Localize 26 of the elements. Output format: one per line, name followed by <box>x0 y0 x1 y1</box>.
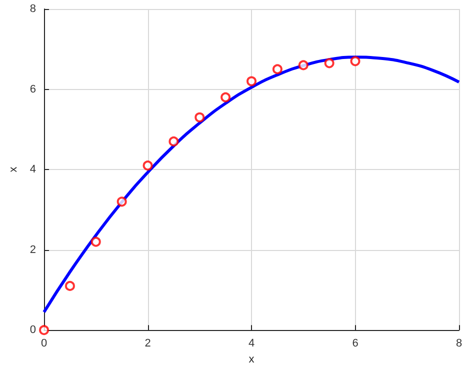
point <box>64 280 75 291</box>
point <box>194 112 205 122</box>
point <box>90 236 101 247</box>
point <box>168 136 179 146</box>
y-tick-label: 6 <box>30 83 36 96</box>
point <box>116 196 127 207</box>
y-axis-title: x <box>8 166 20 172</box>
y-tick-label: 4 <box>30 164 36 176</box>
x-tick-label: 8 <box>456 338 462 350</box>
y-tick-label: 0 <box>30 324 36 336</box>
point <box>246 76 257 86</box>
point <box>324 58 334 68</box>
point <box>272 64 282 74</box>
x-tick-label: 2 <box>144 338 151 350</box>
point <box>39 325 50 336</box>
x-tick-label: 6 <box>352 338 358 350</box>
point <box>142 160 153 171</box>
point <box>350 56 360 66</box>
x-tick-label: 4 <box>248 338 255 350</box>
x-axis-title: x <box>248 354 255 366</box>
y-tick-label: 2 <box>30 244 36 256</box>
point <box>220 92 231 102</box>
point <box>298 60 308 70</box>
line-series <box>42 56 460 314</box>
y-tick-label: 8 <box>30 3 36 15</box>
x-tick-label: 0 <box>40 338 48 350</box>
